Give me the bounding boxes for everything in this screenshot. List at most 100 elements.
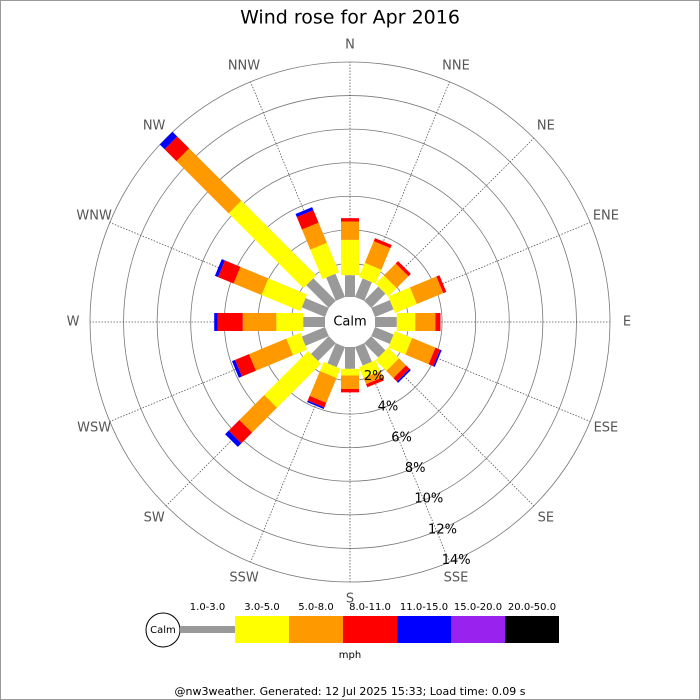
bar-segment	[388, 287, 417, 314]
grid-ring	[190, 162, 510, 482]
bar-segment	[276, 313, 304, 331]
bar-segment	[225, 430, 242, 447]
grid-ring	[156, 128, 544, 516]
bar-segment	[373, 238, 392, 249]
direction-label: NNW	[228, 59, 260, 74]
bar-segment	[261, 278, 308, 312]
bar-segment	[395, 261, 411, 277]
calm-label: Calm	[333, 315, 366, 330]
bar-segment	[405, 338, 436, 365]
legend-swatch	[180, 626, 235, 633]
bar-segment	[327, 343, 346, 368]
direction-label: NE	[537, 119, 555, 134]
bar-segment	[409, 276, 444, 305]
bar-segment	[286, 332, 308, 356]
bar-segment	[354, 343, 372, 366]
direction-label: NNE	[442, 59, 470, 74]
legend-swatch	[235, 616, 289, 643]
bar-segment	[396, 368, 411, 383]
bar-segment	[375, 317, 397, 327]
bar-segment	[228, 419, 253, 444]
bar-segment	[363, 371, 383, 385]
direction-label: WNW	[76, 208, 112, 223]
bar-segment	[242, 313, 277, 331]
direction-label: ENE	[593, 208, 619, 223]
bar-segment	[396, 313, 416, 331]
bar-segment	[233, 266, 269, 296]
bar-segment	[358, 360, 381, 379]
bar-segment	[341, 368, 359, 376]
r-tick-label: 6%	[391, 430, 412, 445]
bar-segment	[366, 377, 384, 388]
legend-label: 8.0-11.0	[349, 602, 391, 613]
bar-segment	[341, 375, 359, 389]
bar-segment	[364, 241, 391, 270]
bar-segment	[264, 351, 321, 408]
bar-segment	[309, 371, 337, 403]
bar-segment	[326, 273, 346, 301]
bar-segment	[301, 298, 329, 318]
bar-segment	[176, 148, 242, 214]
r-tick-label: 4%	[378, 400, 399, 415]
direction-label: WSW	[77, 421, 111, 436]
bar-segment	[217, 313, 243, 331]
legend-label: 3.0-5.0	[244, 602, 279, 613]
bar-segment	[307, 400, 325, 410]
bar-segment	[341, 218, 359, 222]
bar-segment	[341, 239, 359, 276]
r-tick-label: 8%	[405, 461, 426, 476]
bar-segment	[364, 336, 386, 358]
legend-swatch	[451, 616, 505, 643]
bar-segment	[364, 286, 386, 308]
footer: @nw3weather. Generated: 12 Jul 2025 15:3…	[175, 685, 526, 698]
bar-segment	[164, 136, 190, 162]
bar-segment	[239, 395, 277, 433]
bar-segment	[218, 260, 241, 284]
legend-label: 20.0-50.0	[508, 602, 556, 613]
direction-label: E	[623, 315, 631, 330]
bar-segment	[386, 358, 407, 379]
bar-segment	[375, 347, 399, 371]
direction-label: S	[346, 592, 354, 607]
legend-swatch	[505, 616, 559, 643]
bar-segment	[235, 354, 256, 377]
bar-segment	[375, 275, 397, 297]
bar-segment	[415, 313, 436, 331]
direction-label: N	[345, 38, 355, 53]
bar-segment	[319, 361, 341, 379]
direction-label: SSE	[444, 570, 469, 585]
legend-swatch	[343, 616, 397, 643]
bar-segment	[310, 336, 336, 362]
direction-label: SW	[144, 510, 165, 525]
bar-segment	[345, 275, 355, 297]
bar-segment	[345, 347, 355, 369]
legend-calm-label: Calm	[150, 625, 176, 636]
bar-segment	[371, 300, 394, 318]
direction-label: ESE	[594, 421, 619, 436]
bar-segment	[214, 313, 218, 331]
bar-segment	[228, 200, 317, 289]
bar-segment	[214, 259, 225, 278]
bar-segment	[295, 207, 314, 218]
direction-label: SE	[538, 510, 554, 525]
direction-label: SSW	[229, 570, 259, 585]
legend-label: 15.0-20.0	[454, 602, 502, 613]
bar-segment	[310, 242, 340, 280]
r-tick-label: 2%	[364, 369, 385, 384]
r-tick-label: 10%	[414, 492, 443, 507]
bar-segment	[371, 326, 394, 344]
r-tick-label: 14%	[442, 553, 471, 568]
legend-label: 1.0-3.0	[190, 602, 225, 613]
legend-label: 11.0-15.0	[400, 602, 448, 613]
bar-segment	[296, 210, 319, 230]
r-tick-label: 12%	[428, 522, 457, 537]
bar-segment	[388, 330, 413, 355]
bar-segment	[341, 221, 359, 240]
bar-segment	[306, 278, 336, 308]
bar-segment	[358, 262, 382, 284]
bar-segment	[436, 275, 447, 294]
bar-segment	[428, 347, 441, 367]
bar-segment	[383, 263, 409, 289]
bar-segment	[301, 222, 327, 250]
